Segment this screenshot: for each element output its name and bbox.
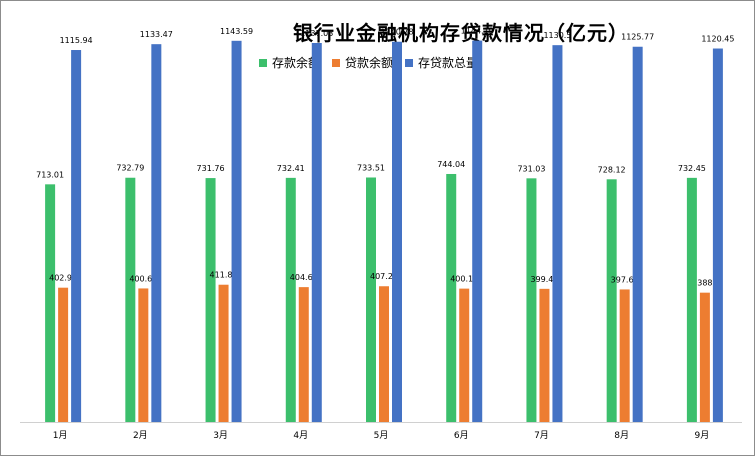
bar-total-6 — [472, 40, 483, 422]
data-label-loan-5: 407.27 — [370, 272, 398, 281]
data-label-loan-1: 402.93 — [49, 274, 77, 283]
bar-loan-2 — [138, 288, 149, 422]
data-label-total-8: 1125.77 — [621, 33, 654, 42]
bar-deposit-2 — [125, 177, 136, 422]
legend-label-total: 存贷款总量 — [418, 56, 479, 70]
bar-loan-5 — [379, 286, 389, 422]
data-label-loan-4: 404.62 — [290, 273, 318, 282]
legend-swatch-deposit — [259, 58, 267, 67]
data-label-loan-8: 397.65 — [611, 275, 639, 284]
legend-label-deposit: 存款余额 — [272, 56, 321, 70]
bar-total-3 — [231, 40, 242, 422]
x-tick-label-7: 7月 — [534, 430, 549, 441]
legend-item-loan: 贷款余额 — [332, 54, 393, 71]
bar-deposit-5 — [366, 177, 376, 422]
bar-loan-6 — [459, 288, 470, 422]
x-tick-label-1: 1月 — [53, 430, 68, 441]
legend-swatch-total — [405, 58, 414, 67]
x-tick-label-8: 8月 — [614, 430, 629, 441]
x-tick-label-3: 3月 — [213, 430, 228, 441]
bar-total-4 — [311, 42, 322, 423]
bar-deposit-8 — [606, 179, 617, 422]
bar-total-2 — [151, 44, 162, 422]
data-label-loan-7: 399.47 — [530, 275, 558, 284]
legend-swatch-loan — [332, 58, 341, 67]
bar-total-7 — [552, 45, 563, 423]
bar-loan-4 — [298, 287, 309, 422]
data-label-loan-2: 400.68 — [129, 274, 157, 283]
bar-deposit-7 — [526, 178, 537, 422]
data-label-deposit-1: 713.01 — [36, 170, 64, 179]
bar-loan-8 — [619, 289, 630, 422]
data-label-total-7: 1130.5 — [543, 31, 571, 40]
bar-loan-1 — [58, 287, 69, 422]
data-label-total-6: 1144.19 — [461, 27, 494, 36]
bar-deposit-4 — [285, 177, 296, 422]
data-label-loan-9: 388 — [697, 279, 712, 288]
bar-loan-9 — [699, 292, 710, 422]
bar-total-9 — [712, 48, 723, 423]
bar-deposit-9 — [686, 177, 697, 422]
bar-loan-3 — [218, 284, 229, 422]
data-label-total-4: 1137.03 — [300, 29, 333, 38]
bar-deposit-6 — [446, 173, 457, 422]
x-tick-label-4: 4月 — [293, 430, 308, 441]
data-label-deposit-3: 731.76 — [197, 164, 225, 173]
x-tick-label-9: 9月 — [695, 430, 710, 441]
bar-total-1 — [71, 50, 82, 423]
data-label-loan-6: 400.15 — [450, 275, 478, 284]
data-label-total-5: 1140.78 — [380, 28, 413, 37]
bar-loan-7 — [539, 288, 550, 422]
bar-total-8 — [632, 46, 643, 422]
bar-deposit-1 — [45, 184, 56, 422]
bar-deposit-3 — [205, 178, 216, 422]
data-label-deposit-9: 732.45 — [678, 164, 706, 173]
data-label-deposit-4: 732.41 — [277, 164, 305, 173]
data-label-total-1: 1115.94 — [60, 36, 93, 45]
bar-total-5 — [392, 41, 402, 423]
legend-label-loan: 贷款余额 — [345, 56, 394, 70]
data-label-deposit-2: 732.79 — [116, 164, 144, 173]
data-label-deposit-8: 728.12 — [598, 165, 626, 174]
x-tick-label-6: 6月 — [454, 430, 469, 441]
data-label-total-3: 1143.59 — [220, 27, 253, 36]
legend-item-total: 存贷款总量 — [405, 54, 478, 71]
legend-item-deposit: 存款余额 — [259, 54, 320, 71]
chart-title: 银行业金融机构存贷款情况（亿元） — [293, 21, 629, 45]
data-label-total-2: 1133.47 — [140, 30, 173, 39]
data-label-total-9: 1120.45 — [701, 35, 734, 44]
chart-legend: 存款余额 贷款余额 存贷款总量 — [259, 54, 490, 71]
data-label-deposit-5: 733.51 — [357, 163, 385, 172]
data-label-deposit-7: 731.03 — [517, 164, 545, 173]
x-tick-label-5: 5月 — [374, 430, 389, 441]
data-label-deposit-6: 744.04 — [437, 160, 465, 169]
x-tick-label-2: 2月 — [133, 430, 148, 441]
data-label-loan-3: 411.83 — [210, 271, 238, 280]
